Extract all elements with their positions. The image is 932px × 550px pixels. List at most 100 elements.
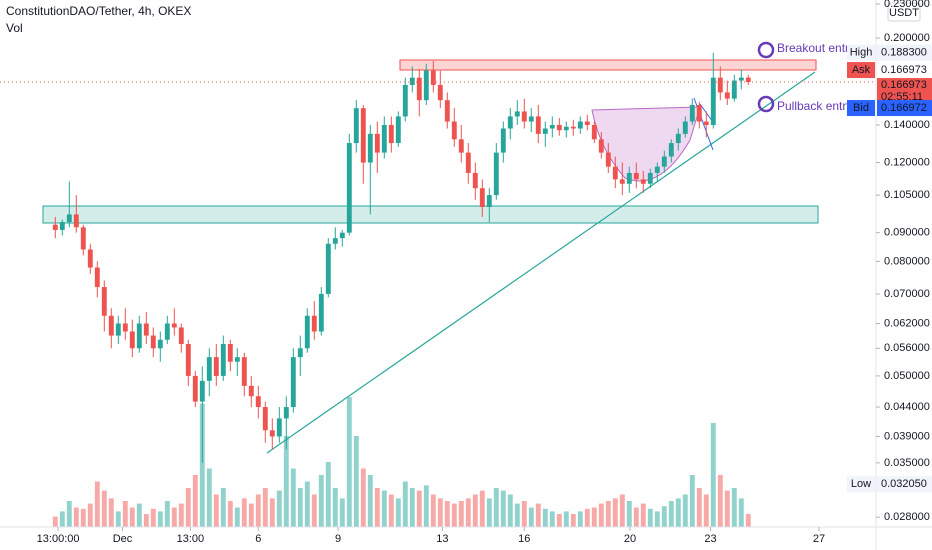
price-tag-box xyxy=(877,44,932,61)
last-price-box xyxy=(877,78,932,105)
y-tick-label: 0.056000 xyxy=(884,342,930,354)
candle-body xyxy=(255,396,261,408)
volume-bar xyxy=(486,498,492,527)
candle-body xyxy=(262,407,268,431)
candle-body xyxy=(612,166,618,180)
volume-bar xyxy=(444,501,450,527)
x-tick-label: 13:00:00 xyxy=(37,533,80,545)
price-tag-label: High xyxy=(850,47,873,59)
candle-body xyxy=(311,315,317,332)
candle-body xyxy=(402,84,408,117)
price-tag-box xyxy=(877,62,932,79)
volume-bar xyxy=(500,490,506,527)
candle-body xyxy=(220,343,226,376)
volume-bar xyxy=(332,488,338,527)
volume-bar xyxy=(584,508,590,527)
candle-body xyxy=(731,80,737,99)
volume-bar xyxy=(717,475,723,527)
candle-body xyxy=(374,133,380,153)
volume-bar xyxy=(339,498,345,527)
x-tick-label: 9 xyxy=(335,533,341,545)
volume-bar xyxy=(101,490,107,527)
candle-body xyxy=(129,331,135,349)
candle-body xyxy=(542,128,548,134)
volume-bar xyxy=(451,503,457,527)
volume-bar xyxy=(234,507,240,527)
candle-body xyxy=(213,357,219,376)
candle-body xyxy=(626,172,632,184)
candle-body xyxy=(283,407,289,419)
volume-bar xyxy=(605,501,611,527)
candle-body xyxy=(724,92,730,99)
volume-bar xyxy=(465,498,471,527)
candle-body xyxy=(465,152,471,173)
currency-box[interactable] xyxy=(887,2,921,22)
x-tick-label: 23 xyxy=(704,533,716,545)
candle-body xyxy=(59,222,65,230)
candle-body xyxy=(535,116,541,134)
annotation: Pullback entry xyxy=(777,99,852,113)
candle-body xyxy=(150,335,156,349)
price-tag-box xyxy=(877,476,932,493)
volume-bar xyxy=(353,436,359,527)
indicator-label: Vol xyxy=(6,21,23,35)
volume-bar xyxy=(276,490,282,527)
candle-body xyxy=(276,418,282,437)
volume-bar xyxy=(269,498,275,527)
price-tag-label-box xyxy=(847,44,875,61)
price-tag-value: 0.166973 xyxy=(881,64,927,76)
volume-bar xyxy=(171,507,177,527)
last-price-value: 0.166973 xyxy=(881,79,927,91)
volume-bar xyxy=(479,490,485,527)
volume-bar xyxy=(458,501,464,527)
volume-bar xyxy=(290,468,296,527)
volume-bar xyxy=(675,498,681,527)
candles xyxy=(52,52,751,527)
volume-bar xyxy=(297,488,303,527)
price-tag-value: 0.188300 xyxy=(881,47,927,59)
candle-body xyxy=(710,77,716,125)
candle-body xyxy=(472,172,478,189)
volume-bar xyxy=(122,501,128,527)
y-tick-label: 0.044000 xyxy=(884,401,930,413)
candle-body xyxy=(381,124,387,153)
volume-bar xyxy=(402,481,408,527)
candle-body xyxy=(409,77,415,85)
candle-body xyxy=(94,267,100,288)
candle-body xyxy=(430,70,436,85)
y-tick-label: 0.230000 xyxy=(884,0,930,10)
volume-bar xyxy=(668,501,674,527)
volume-bar xyxy=(213,494,219,527)
candle-body xyxy=(717,77,723,93)
price-tag-label-box xyxy=(847,476,875,493)
candle-body xyxy=(423,70,429,101)
volume-bar xyxy=(374,488,380,527)
candle-body xyxy=(598,139,604,153)
candle-body xyxy=(514,111,520,117)
x-tick-label: 13:00 xyxy=(177,533,205,545)
volume-bar xyxy=(556,514,562,527)
volume-bar xyxy=(73,507,79,527)
volume-bar xyxy=(619,494,625,527)
volume-bar xyxy=(598,503,604,527)
volume-bar xyxy=(724,490,730,527)
candle-body xyxy=(486,195,492,207)
volume-bar xyxy=(136,503,142,527)
volume-bar xyxy=(262,488,268,527)
volume-bar xyxy=(423,485,429,527)
price-pane xyxy=(42,59,819,454)
price-tag-label-box xyxy=(847,62,875,79)
volume-bar xyxy=(689,475,695,527)
volume-bar xyxy=(430,494,436,527)
y-tick-label: 0.035000 xyxy=(884,457,930,469)
volume-bar xyxy=(164,501,170,527)
volume-bar xyxy=(52,516,58,527)
candle-body xyxy=(234,357,240,362)
y-tick-label: 0.062000 xyxy=(884,317,930,329)
x-tick-label: 27 xyxy=(813,533,825,545)
volume-bar xyxy=(318,475,324,527)
candle-body xyxy=(528,116,534,122)
volume-bar xyxy=(528,507,534,527)
x-tick-label: 13 xyxy=(436,533,448,545)
candle-body xyxy=(493,152,499,196)
